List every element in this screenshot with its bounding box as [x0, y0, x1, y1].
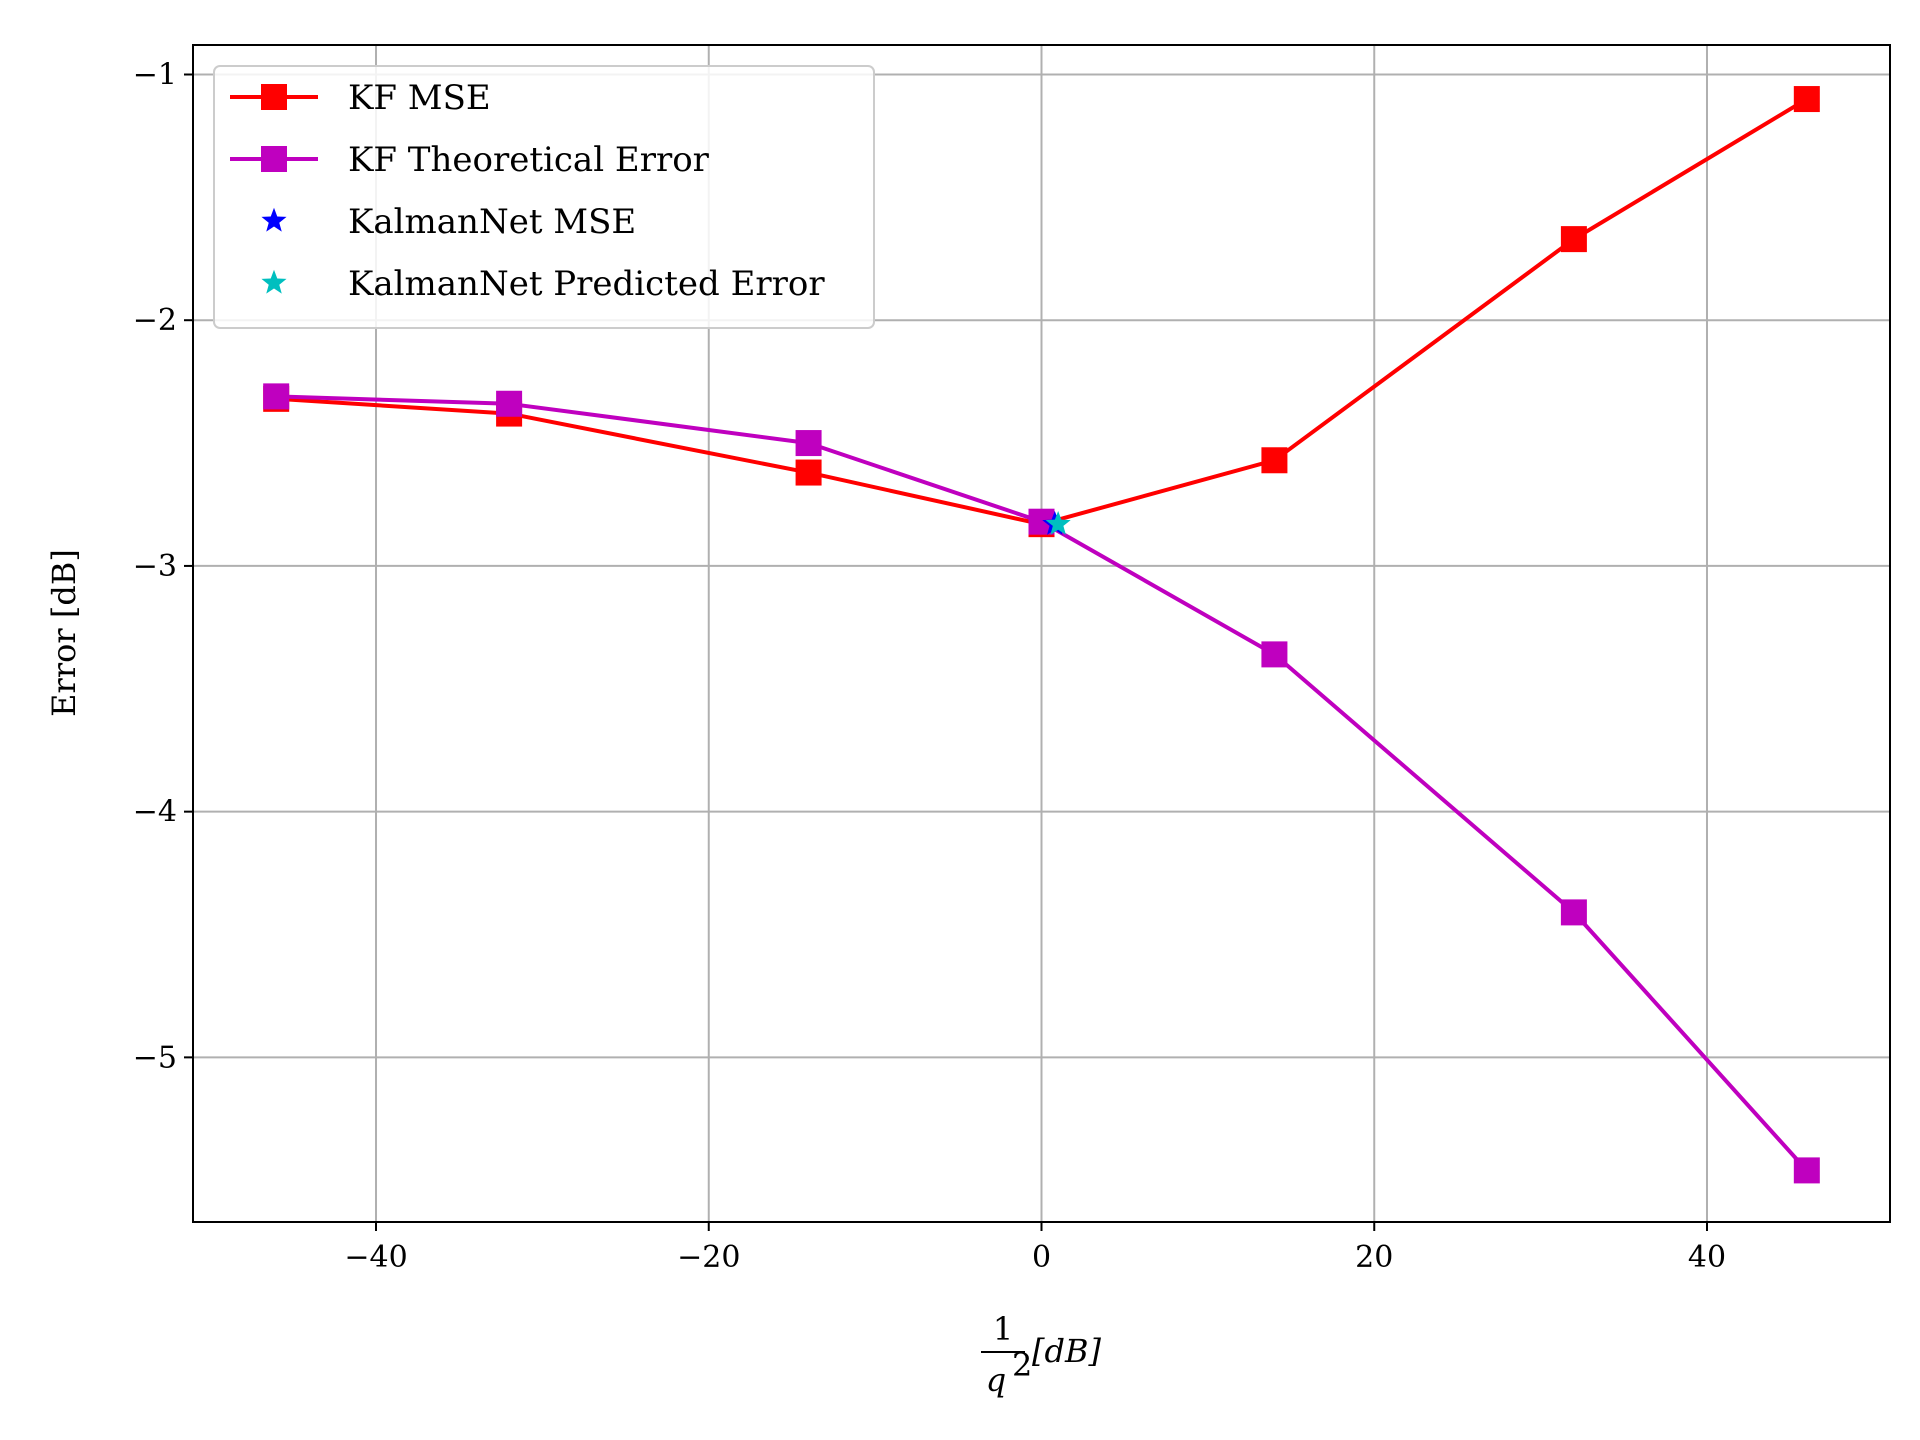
legend-item: KalmanNet MSE: [261, 202, 636, 242]
x-tick-label: 20: [1355, 1240, 1393, 1275]
data-point: [1045, 510, 1071, 535]
legend-label: KF Theoretical Error: [348, 140, 710, 180]
x-axis-label-unit: [dB]: [1032, 1332, 1101, 1370]
legend-label: KalmanNet Predicted Error: [348, 264, 825, 304]
y-tick-label: −3: [133, 549, 177, 584]
x-axis-label: 1 q 2 [dB]: [981, 1310, 1101, 1399]
legend-item: KF Theoretical Error: [230, 140, 710, 180]
x-axis-label-numerator: 1: [993, 1310, 1013, 1348]
data-point: [1261, 641, 1288, 668]
legend-label: KalmanNet MSE: [348, 202, 636, 242]
legend-marker: [261, 84, 287, 110]
y-tick-label: −1: [133, 57, 177, 92]
y-axis-label: Error [dB]: [45, 549, 83, 717]
legend-marker: [261, 146, 287, 172]
y-tick-label: −2: [133, 303, 177, 338]
data-point: [263, 383, 290, 410]
data-point: [795, 430, 822, 457]
ticks: −40 −20 0 20 40 −1 −2 −3 −4 −5: [133, 57, 1726, 1275]
data-point: [1793, 1157, 1820, 1184]
data-point: [1261, 447, 1288, 474]
data-point: [795, 459, 822, 486]
legend: KF MSE KF Theoretical Error KalmanNet MSE K…: [213, 65, 875, 329]
y-tick-label: −5: [133, 1040, 177, 1075]
x-tick-label: −40: [344, 1240, 407, 1275]
legend-label: KF MSE: [348, 78, 491, 118]
legend-item: KF MSE: [230, 78, 491, 118]
x-axis-label-denominator: q: [986, 1361, 1006, 1399]
x-tick-label: 40: [1688, 1240, 1726, 1275]
data-point: [1793, 86, 1820, 113]
y-tick-label: −4: [133, 795, 177, 830]
legend-marker: [261, 269, 287, 294]
series-1: [263, 383, 1820, 1184]
series-layer: [263, 86, 1820, 1184]
series-3: [1045, 510, 1071, 535]
data-point: [496, 390, 523, 417]
grid: [193, 45, 1890, 1222]
data-point: [1560, 899, 1587, 926]
data-point: [1560, 226, 1587, 253]
legend-box: [213, 65, 875, 329]
x-axis-label-exponent: 2: [1012, 1346, 1032, 1384]
legend-item: KalmanNet Predicted Error: [261, 264, 825, 304]
x-tick-label: −20: [677, 1240, 740, 1275]
x-tick-label: 0: [1032, 1240, 1051, 1275]
legend-marker: [261, 207, 287, 232]
